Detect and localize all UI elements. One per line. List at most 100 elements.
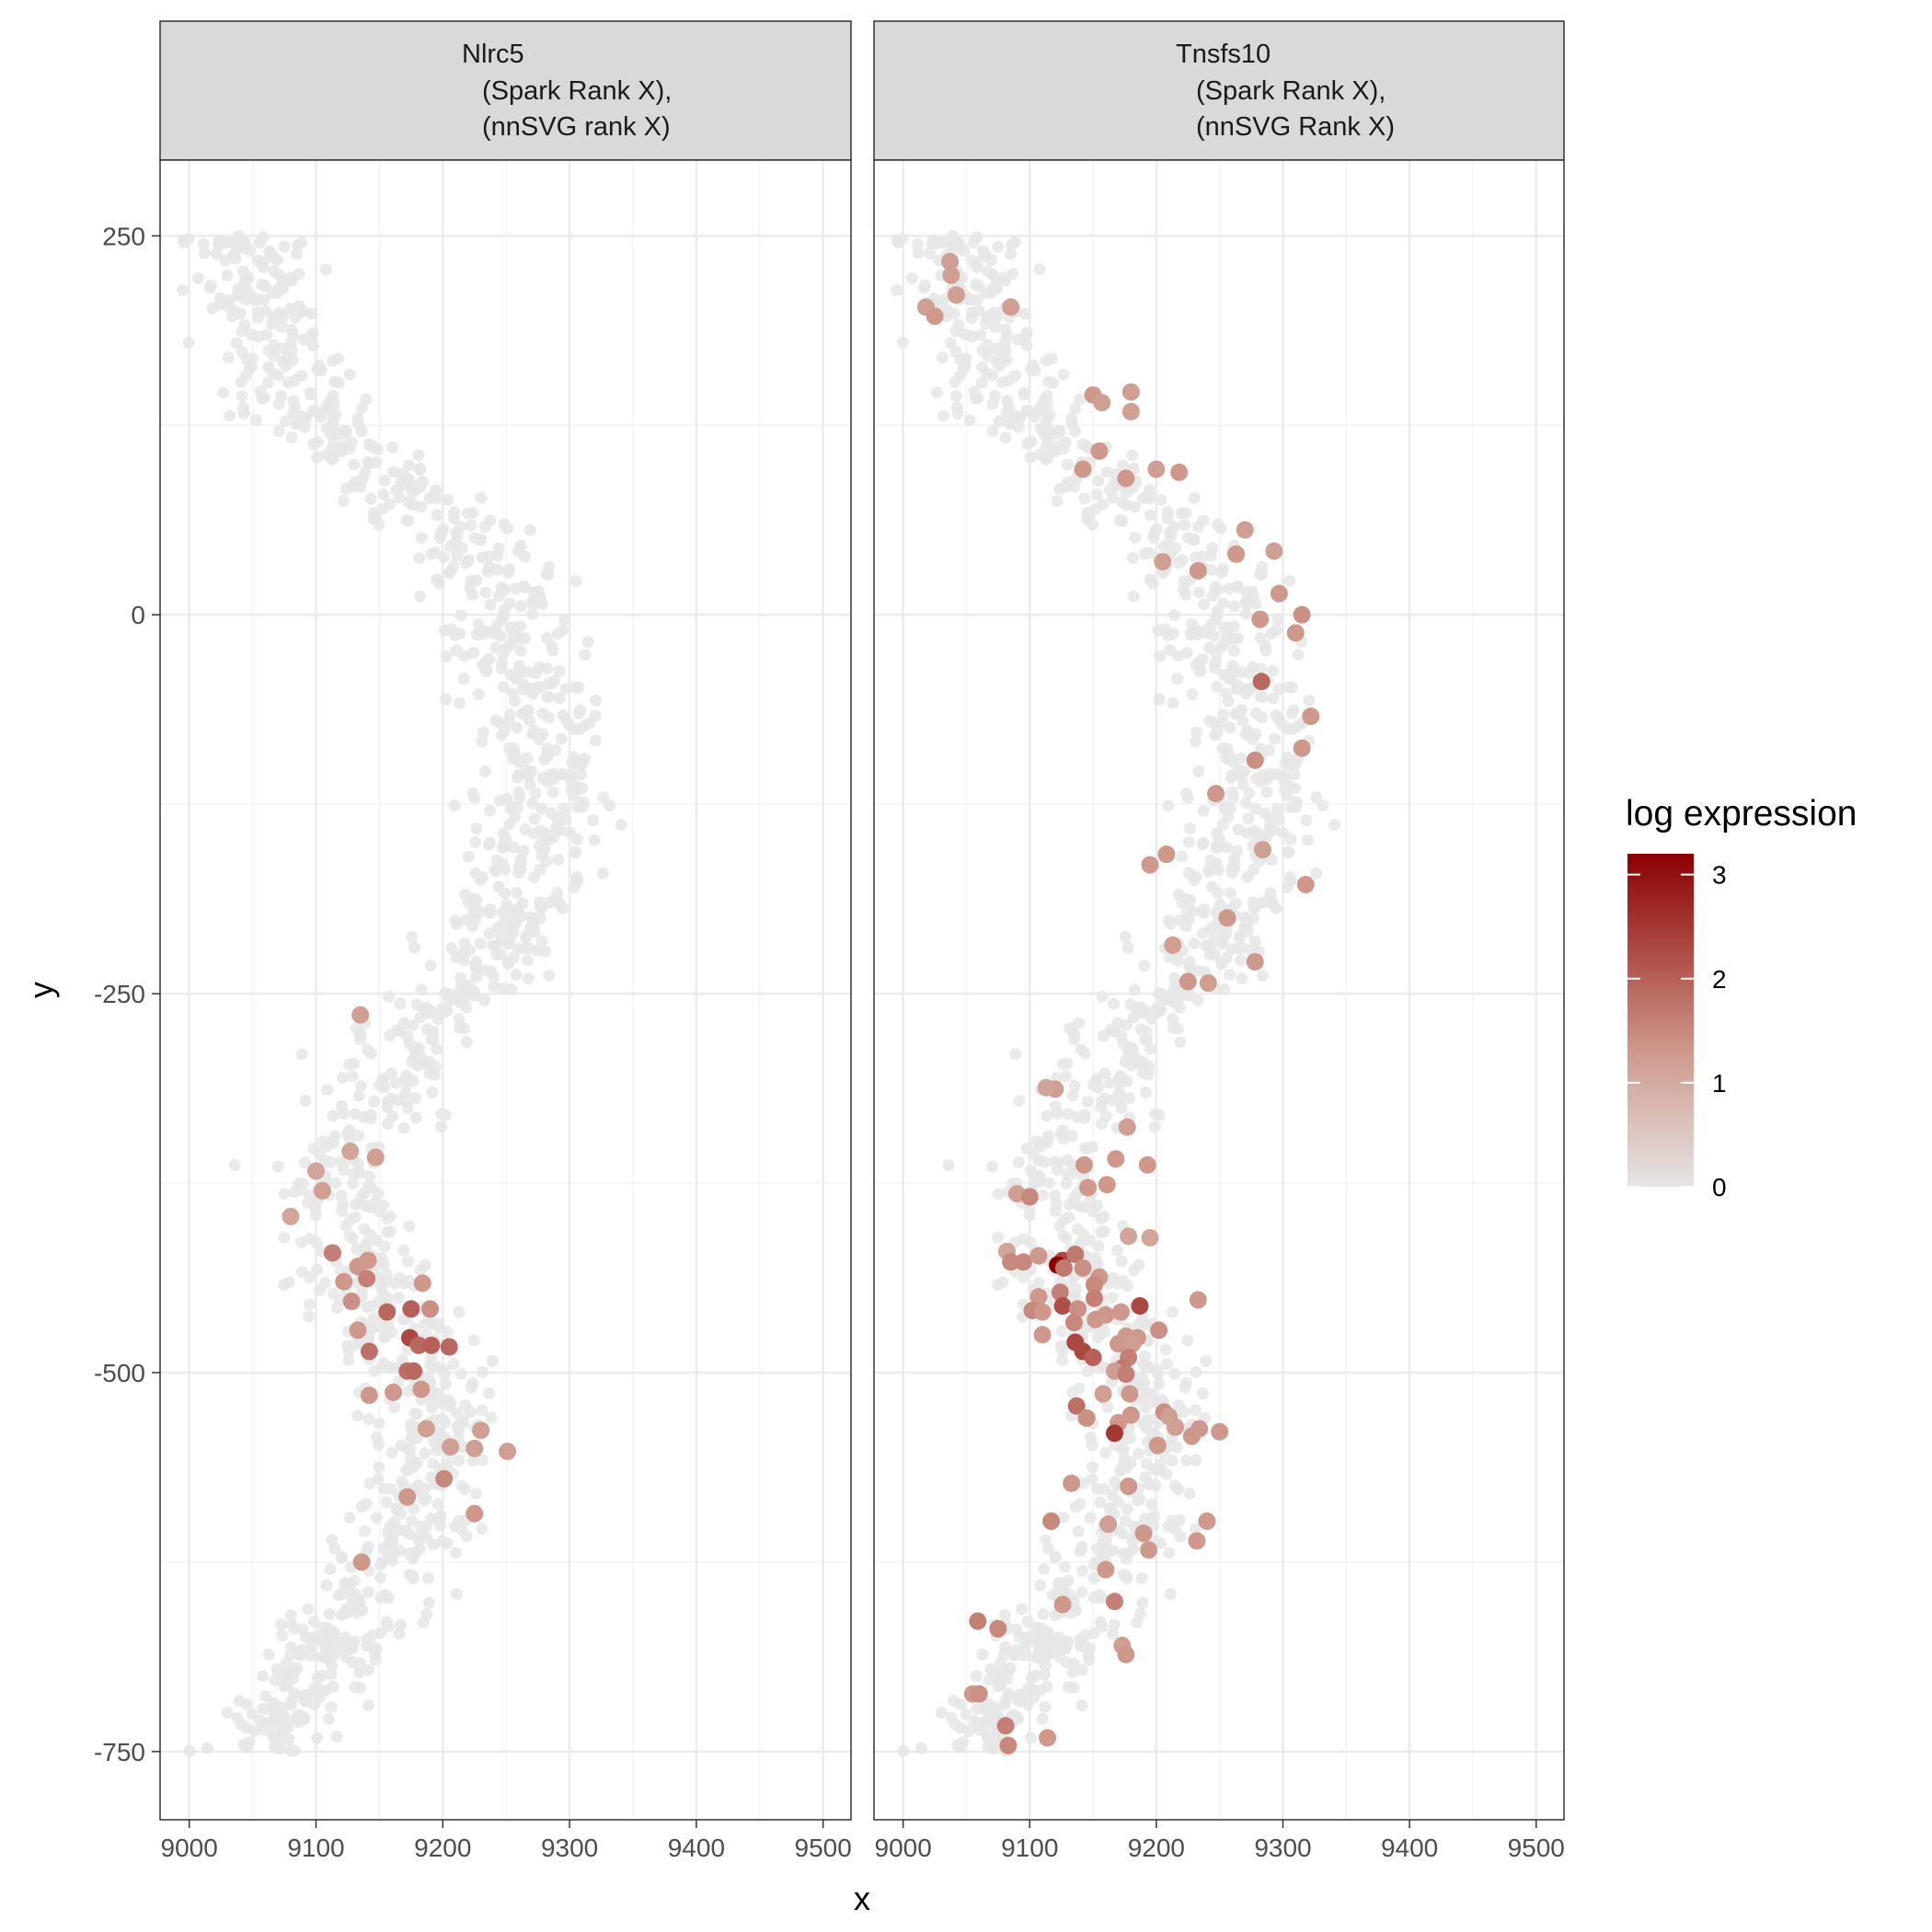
background-point xyxy=(596,791,609,804)
data-point xyxy=(947,286,965,305)
background-point xyxy=(962,1725,975,1738)
background-point xyxy=(543,691,556,704)
background-point xyxy=(441,1326,454,1339)
background-point xyxy=(489,864,501,877)
background-point xyxy=(491,549,504,562)
background-point xyxy=(407,1552,420,1565)
background-point xyxy=(448,799,461,812)
background-point xyxy=(304,1271,316,1283)
background-point xyxy=(541,750,554,763)
background-point xyxy=(259,1717,272,1730)
background-point xyxy=(1078,1112,1091,1125)
background-point xyxy=(453,1454,466,1466)
x-tick-label: 9400 xyxy=(1381,1834,1438,1862)
background-point xyxy=(414,590,427,603)
background-point xyxy=(431,1013,444,1026)
data-point xyxy=(1069,1300,1087,1318)
background-point xyxy=(1119,1514,1132,1527)
y-tick-label: -250 xyxy=(94,980,145,1008)
background-point xyxy=(581,636,594,649)
background-point xyxy=(329,1177,342,1190)
background-point xyxy=(1166,1514,1179,1527)
facet-panel-1: Nlrc5 (Spark Rank X), (nnSVG rank X) 9000 91… xyxy=(159,20,852,1862)
background-point xyxy=(1136,1596,1149,1609)
background-point xyxy=(1086,518,1098,531)
background-point xyxy=(478,765,491,777)
background-point xyxy=(495,581,508,593)
background-point xyxy=(981,339,994,351)
background-point xyxy=(1224,721,1236,734)
background-point xyxy=(1153,693,1166,706)
background-point xyxy=(410,998,423,1011)
background-point xyxy=(1115,1255,1128,1268)
background-point xyxy=(1218,621,1231,634)
background-point xyxy=(278,1279,291,1292)
background-point xyxy=(381,1212,394,1225)
data-point xyxy=(466,1439,484,1457)
data-point xyxy=(1111,1303,1130,1321)
background-point xyxy=(259,280,271,293)
background-point xyxy=(282,350,294,362)
background-point xyxy=(1223,673,1236,685)
background-point xyxy=(425,1033,438,1046)
background-point xyxy=(278,240,291,253)
background-point xyxy=(235,375,247,388)
data-point xyxy=(1097,1305,1115,1324)
background-point xyxy=(1116,459,1129,472)
background-point xyxy=(404,1443,417,1455)
background-point xyxy=(479,586,492,599)
background-point xyxy=(373,1461,385,1474)
data-point xyxy=(1037,1078,1055,1097)
background-point xyxy=(219,254,232,267)
legend: log expression 0 1 2 3 xyxy=(1626,794,1857,1202)
background-point xyxy=(1260,786,1273,799)
background-point xyxy=(1180,892,1193,905)
background-point xyxy=(1265,627,1278,640)
background-point xyxy=(1032,1649,1045,1662)
background-point xyxy=(1123,1432,1136,1444)
background-point xyxy=(1171,673,1184,685)
background-point xyxy=(362,455,374,468)
background-point xyxy=(346,480,359,493)
background-point xyxy=(534,863,546,876)
background-point xyxy=(280,415,293,428)
background-point xyxy=(1096,990,1109,1003)
background-point xyxy=(986,424,999,437)
background-point xyxy=(982,265,995,278)
background-point xyxy=(343,1229,356,1242)
background-point xyxy=(1124,998,1137,1011)
background-point xyxy=(951,408,964,420)
background-point xyxy=(489,714,502,727)
background-point xyxy=(393,491,406,504)
background-point xyxy=(1023,405,1036,418)
background-point xyxy=(1061,458,1074,471)
background-point xyxy=(1182,835,1195,848)
background-point xyxy=(930,386,943,399)
background-point xyxy=(1192,625,1205,638)
background-point xyxy=(892,236,905,249)
data-point xyxy=(1053,1297,1072,1316)
background-point xyxy=(513,791,526,804)
background-point xyxy=(1260,832,1273,845)
background-point xyxy=(1219,800,1232,813)
background-point xyxy=(290,418,303,431)
x-tick-label: 9400 xyxy=(668,1834,725,1862)
background-point xyxy=(307,1616,320,1628)
background-point xyxy=(505,637,518,650)
background-point xyxy=(290,1662,303,1674)
background-point xyxy=(1248,863,1260,876)
background-point xyxy=(408,1502,420,1515)
data-point xyxy=(1121,1385,1139,1403)
background-point xyxy=(453,696,466,709)
background-point xyxy=(271,1742,284,1754)
background-point xyxy=(449,914,462,926)
background-point xyxy=(505,800,518,813)
background-point xyxy=(1072,1017,1085,1029)
background-point xyxy=(949,375,961,388)
data-point xyxy=(1079,1179,1098,1197)
data-point xyxy=(412,1380,431,1398)
data-point xyxy=(1164,936,1182,954)
background-point xyxy=(338,428,351,441)
data-point xyxy=(1218,909,1236,927)
background-point xyxy=(1290,796,1303,809)
